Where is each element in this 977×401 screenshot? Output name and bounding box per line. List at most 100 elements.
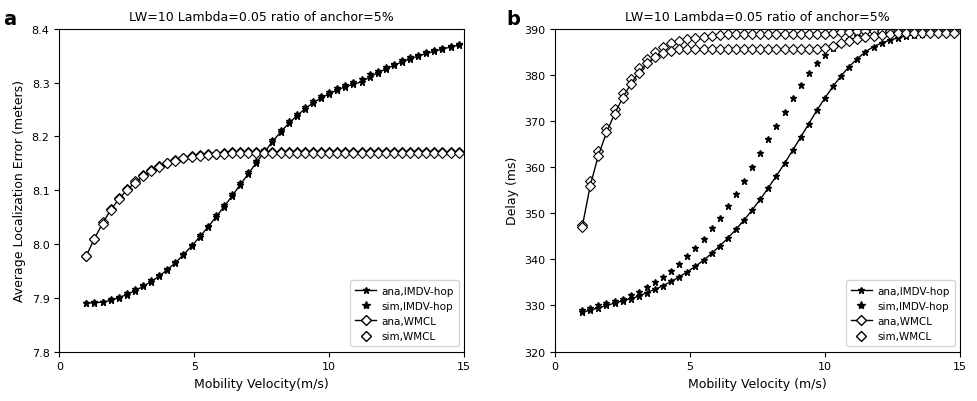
ana,WMCL	[290, 151, 302, 156]
ana,WMCL	[697, 48, 708, 53]
sim,WMCL	[428, 151, 440, 156]
sim,IMDV-hop	[915, 30, 927, 34]
ana,IMDV-hop	[145, 279, 156, 284]
sim,IMDV-hop	[153, 273, 165, 277]
sim,WMCL	[226, 151, 237, 156]
ana,WMCL	[80, 254, 92, 259]
ana,IMDV-hop	[452, 44, 464, 49]
Title: LW=10 Lambda=0.05 ratio of anchor=5%: LW=10 Lambda=0.05 ratio of anchor=5%	[624, 11, 889, 24]
sim,WMCL	[940, 30, 952, 34]
sim,IMDV-hop	[908, 30, 919, 34]
sim,WMCL	[299, 151, 311, 156]
sim,WMCL	[738, 33, 749, 38]
sim,WMCL	[697, 35, 708, 40]
ana,IMDV-hop	[250, 161, 262, 166]
ana,WMCL	[745, 48, 757, 53]
sim,IMDV-hop	[810, 62, 822, 67]
sim,WMCL	[624, 78, 636, 83]
ana,IMDV-hop	[948, 31, 959, 36]
sim,IMDV-hop	[315, 94, 326, 99]
ana,WMCL	[371, 151, 383, 156]
sim,IMDV-hop	[681, 254, 693, 259]
sim,WMCL	[137, 173, 149, 178]
ana,WMCL	[859, 35, 871, 40]
sim,IMDV-hop	[705, 227, 717, 231]
sim,WMCL	[915, 30, 927, 34]
sim,IMDV-hop	[616, 296, 628, 301]
ana,WMCL	[689, 48, 701, 53]
ana,WMCL	[810, 48, 822, 53]
ana,WMCL	[250, 151, 262, 156]
Y-axis label: Delay (ms): Delay (ms)	[505, 156, 518, 225]
ana,IMDV-hop	[762, 186, 774, 191]
ana,IMDV-hop	[931, 31, 943, 36]
sim,IMDV-hop	[226, 192, 237, 197]
sim,WMCL	[713, 33, 725, 38]
sim,IMDV-hop	[250, 159, 262, 164]
ana,WMCL	[940, 31, 952, 36]
ana,WMCL	[931, 31, 943, 36]
sim,WMCL	[105, 207, 116, 212]
ana,WMCL	[730, 48, 742, 53]
sim,WMCL	[632, 66, 644, 71]
ana,IMDV-hop	[673, 275, 685, 279]
sim,IMDV-hop	[923, 30, 935, 34]
ana,WMCL	[105, 208, 116, 213]
ana,IMDV-hop	[201, 225, 213, 230]
sim,IMDV-hop	[331, 86, 343, 91]
sim,WMCL	[705, 34, 717, 39]
sim,IMDV-hop	[874, 31, 886, 36]
ana,IMDV-hop	[186, 244, 197, 249]
ana,IMDV-hop	[234, 183, 246, 188]
sim,IMDV-hop	[452, 42, 464, 47]
sim,IMDV-hop	[186, 243, 197, 248]
ana,IMDV-hop	[899, 34, 911, 39]
sim,WMCL	[770, 33, 782, 38]
ana,IMDV-hop	[874, 41, 886, 46]
sim,WMCL	[859, 30, 871, 34]
sim,IMDV-hop	[778, 110, 789, 115]
sim,IMDV-hop	[851, 34, 863, 39]
ana,IMDV-hop	[657, 284, 668, 288]
ana,IMDV-hop	[713, 244, 725, 249]
ana,IMDV-hop	[632, 294, 644, 299]
Title: LW=10 Lambda=0.05 ratio of anchor=5%: LW=10 Lambda=0.05 ratio of anchor=5%	[129, 11, 394, 24]
sim,WMCL	[331, 151, 343, 156]
sim,WMCL	[356, 151, 367, 156]
ana,IMDV-hop	[226, 194, 237, 199]
sim,IMDV-hop	[770, 124, 782, 129]
sim,IMDV-hop	[145, 278, 156, 283]
ana,WMCL	[738, 48, 749, 53]
ana,IMDV-hop	[331, 88, 343, 93]
ana,WMCL	[908, 31, 919, 36]
ana,WMCL	[137, 174, 149, 179]
sim,WMCL	[193, 153, 205, 158]
ana,IMDV-hop	[649, 287, 660, 292]
sim,IMDV-hop	[339, 83, 351, 88]
ana,WMCL	[608, 112, 619, 117]
ana,WMCL	[834, 42, 846, 47]
sim,WMCL	[778, 33, 789, 38]
ana,IMDV-hop	[584, 308, 596, 313]
ana,WMCL	[210, 152, 222, 157]
ana,WMCL	[827, 45, 838, 49]
sim,IMDV-hop	[234, 181, 246, 186]
sim,WMCL	[592, 149, 604, 154]
ana,WMCL	[874, 33, 886, 38]
sim,IMDV-hop	[891, 30, 903, 35]
sim,IMDV-hop	[371, 69, 383, 74]
ana,IMDV-hop	[307, 101, 319, 106]
sim,IMDV-hop	[445, 45, 456, 49]
ana,IMDV-hop	[275, 130, 286, 135]
ana,IMDV-hop	[616, 299, 628, 304]
Line: ana,IMDV-hop: ana,IMDV-hop	[578, 30, 956, 316]
sim,WMCL	[616, 92, 628, 97]
sim,IMDV-hop	[802, 72, 814, 77]
ana,IMDV-hop	[299, 107, 311, 112]
ana,IMDV-hop	[105, 298, 116, 303]
sim,IMDV-hop	[169, 260, 181, 265]
ana,IMDV-hop	[842, 65, 854, 70]
sim,IMDV-hop	[940, 30, 952, 34]
ana,IMDV-hop	[681, 270, 693, 275]
sim,WMCL	[80, 254, 92, 259]
